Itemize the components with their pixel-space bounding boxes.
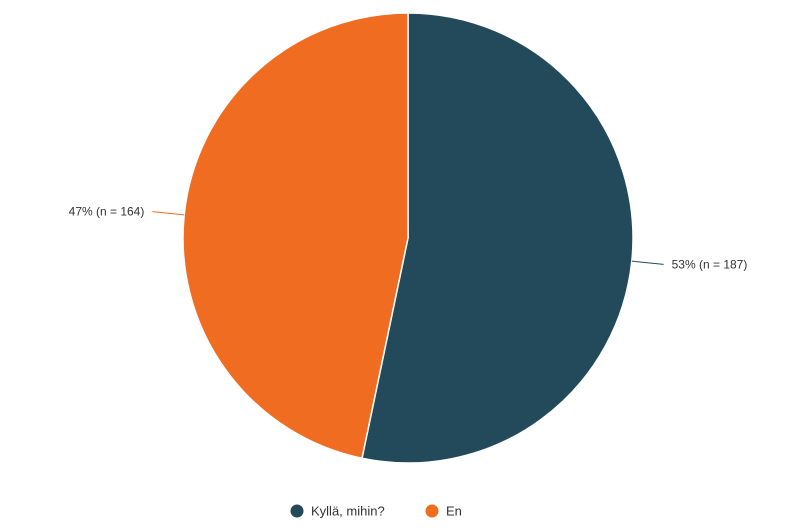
legend-swatch-en [425, 504, 439, 518]
legend-item-kylla-mihin: Kyllä, mihin? [290, 504, 385, 519]
data-labels-layer: 53% (n = 187) 47% (n = 164) [69, 205, 748, 272]
pie-slice-kylla-mihin [361, 12, 634, 464]
leader-line-en [152, 211, 185, 216]
data-label-en: 47% (n = 164) [69, 205, 145, 219]
leader-lines-layer [152, 211, 664, 265]
leader-line-kylla-mihin [631, 260, 664, 265]
legend-label-kylla-mihin: Kyllä, mihin? [311, 504, 385, 519]
legend-item-en: En [425, 504, 462, 519]
pie-slice-en [182, 12, 409, 460]
legend-label-en: En [446, 504, 462, 519]
legend-swatch-kylla-mihin [290, 504, 304, 518]
data-label-kylla-mihin: 53% (n = 187) [672, 257, 748, 271]
legend: Kyllä, mihin? En [290, 504, 462, 519]
slices-layer [182, 12, 634, 464]
